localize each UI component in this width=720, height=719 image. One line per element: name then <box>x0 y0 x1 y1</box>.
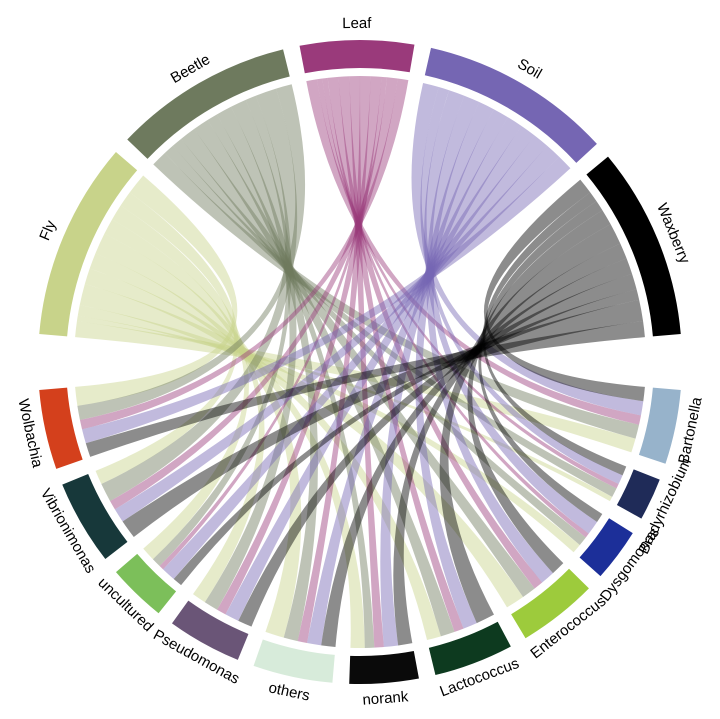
ribbon <box>75 175 238 406</box>
sample-sector-label: Leaf <box>342 15 372 32</box>
ribbon <box>95 192 239 485</box>
ribbon <box>482 192 627 476</box>
genus-sector-label: Bartonella <box>675 395 705 465</box>
genus-sector <box>579 518 633 577</box>
ribbon <box>478 201 603 522</box>
sample-sector <box>586 156 681 337</box>
genus-sector <box>62 473 128 560</box>
ribbon <box>306 79 641 425</box>
ribbon <box>112 205 249 560</box>
genus-sector <box>171 600 249 660</box>
genus-sector-label: others <box>267 679 311 704</box>
ribbon <box>172 138 586 545</box>
genus-sector <box>115 553 177 614</box>
genus-sector <box>616 469 660 519</box>
ribbon <box>194 120 455 637</box>
ribbon <box>307 117 522 646</box>
ribbon <box>85 320 645 457</box>
ribbon <box>216 106 318 642</box>
ribbon <box>225 125 535 621</box>
ribbon <box>75 320 636 453</box>
ribbon <box>415 102 494 629</box>
genus-sector-label: Wolbachia <box>14 397 45 469</box>
ribbon <box>467 210 611 574</box>
genus-sector <box>638 387 681 464</box>
ribbons <box>75 75 645 649</box>
ribbon <box>114 145 560 522</box>
ribbon <box>122 299 644 537</box>
sample-sector <box>424 47 597 163</box>
genus-sector <box>349 651 419 685</box>
ribbon <box>181 129 535 597</box>
ribbon <box>483 179 645 402</box>
genus-sector <box>39 387 83 469</box>
genus-sector <box>253 639 335 683</box>
ribbon <box>349 75 384 648</box>
sample-sector <box>299 40 415 74</box>
ribbon <box>411 83 644 416</box>
ribbon <box>77 84 306 421</box>
ribbon <box>79 78 409 430</box>
ribbon <box>163 135 548 580</box>
sample-sector <box>127 49 290 159</box>
sample-sector-label: Fly <box>36 218 60 243</box>
ribbon <box>297 75 371 644</box>
ribbon <box>101 88 298 502</box>
genus-sector <box>428 621 511 676</box>
ribbon <box>338 76 464 632</box>
sample-sector-label: Soil <box>514 55 544 82</box>
ribbon <box>393 243 627 646</box>
ribbon <box>424 90 598 534</box>
sample-sector <box>39 151 138 337</box>
ribbon <box>104 219 265 603</box>
ribbon <box>95 233 302 638</box>
genus-sector <box>511 568 589 639</box>
genus-sector-label: norank <box>362 688 410 708</box>
ribbon <box>89 253 365 649</box>
